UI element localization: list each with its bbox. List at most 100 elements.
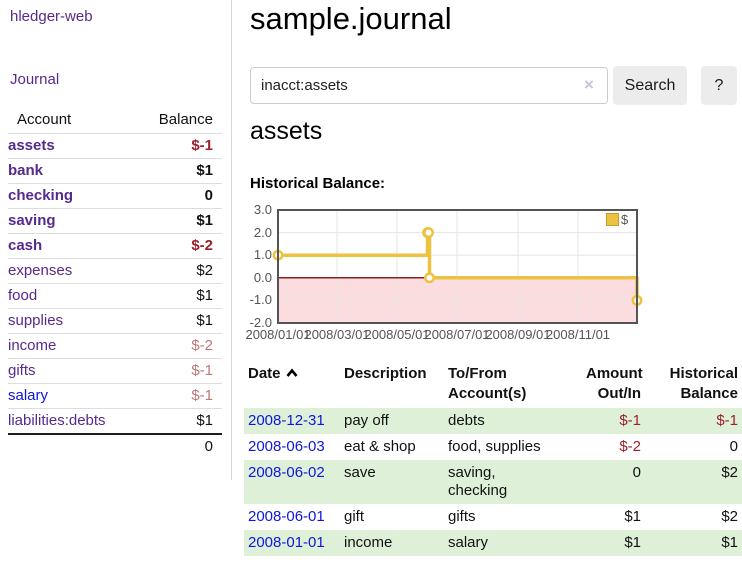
account-row: cash $-2 <box>8 233 222 259</box>
x-tick-label: 2008/09/01 <box>485 327 551 342</box>
account-balance: $-1 <box>130 358 222 384</box>
account-row: gifts $-1 <box>8 358 222 384</box>
account-link-saving[interactable]: saving <box>8 212 56 229</box>
account-link-food[interactable]: food <box>8 287 38 304</box>
help-button[interactable]: ? <box>701 66 737 105</box>
y-tick-label: 0.0 <box>253 269 272 285</box>
col-date[interactable]: Date <box>244 362 340 408</box>
col-tofrom-accounts: To/From Account(s) <box>448 365 527 402</box>
register-row: 2008-01-01 income salary $1 $1 <box>244 530 742 556</box>
sort-ascending-icon <box>285 364 299 384</box>
register-row: 2008-06-03 eat & shop food, supplies $-2 0 <box>244 434 742 460</box>
transaction-description: gift <box>344 508 365 525</box>
account-balance: $-2 <box>130 233 222 259</box>
transaction-amount: $-2 <box>619 438 641 455</box>
y-tick-label: 1.0 <box>253 247 272 263</box>
transaction-balance: $-1 <box>716 412 738 429</box>
x-tick-label: 2008/01/01 <box>245 327 311 342</box>
account-row: salary $-1 <box>8 383 222 409</box>
account-link-salary[interactable]: salary <box>8 387 49 404</box>
account-row: liabilities:debts $1 <box>8 408 222 434</box>
y-tick-label: 3.0 <box>253 202 272 217</box>
data-point[interactable] <box>424 272 435 284</box>
account-balance: $1 <box>130 208 222 234</box>
transaction-date-link[interactable]: 2008-06-03 <box>248 438 325 455</box>
account-row: saving $1 <box>8 208 222 234</box>
accounts-table: Account Balance assets $-1 bank $1 checking 0… <box>8 108 222 459</box>
account-balance: $1 <box>130 158 222 184</box>
register-header-row: Date Description To/From Account(s) Amou… <box>244 362 742 408</box>
account-link-gifts[interactable]: gifts <box>8 362 36 379</box>
historical-balance-chart[interactable]: 3.0 2.0 1.0 0.0 -1.0 -2.0 2008/01/01 2008/03/0… <box>240 200 742 348</box>
register-row: 2008-06-02 save saving, checking 0 $2 <box>244 460 742 504</box>
account-row: income $-2 <box>8 333 222 359</box>
search-input[interactable] <box>250 67 608 104</box>
account-balance: $-1 <box>130 383 222 409</box>
transaction-balance: $2 <box>721 508 738 525</box>
account-link-expenses[interactable]: expenses <box>8 262 73 279</box>
legend-label: $ <box>621 212 629 227</box>
app-title-link[interactable]: hledger-web <box>10 8 93 25</box>
transaction-date-link[interactable]: 2008-06-01 <box>248 508 325 525</box>
account-link-checking[interactable]: checking <box>8 187 74 204</box>
transaction-balance: $1 <box>721 534 738 551</box>
account-row: bank $1 <box>8 158 222 184</box>
transaction-balance: 0 <box>729 438 738 455</box>
transaction-date-link[interactable]: 2008-06-02 <box>248 464 325 481</box>
account-row: checking 0 <box>8 183 222 209</box>
transaction-accounts: gifts <box>448 508 476 525</box>
account-link-liabilities-debts[interactable]: liabilities:debts <box>8 412 106 429</box>
col-description: Description <box>344 365 427 382</box>
x-tick-label: 2008/05/01 <box>364 327 430 342</box>
account-link-supplies[interactable]: supplies <box>8 312 64 329</box>
chart-legend: $ <box>606 212 628 227</box>
x-tick-label: 2008/03/01 <box>304 327 370 342</box>
transaction-amount: $1 <box>624 534 641 551</box>
chart-title: Historical Balance: <box>250 175 386 192</box>
accounts-header-row: Account Balance <box>8 108 222 134</box>
account-link-assets[interactable]: assets <box>8 137 55 154</box>
accounts-col-account: Account <box>8 108 131 134</box>
transaction-accounts: debts <box>448 412 485 429</box>
register-row: 2008-06-01 gift gifts $1 $2 <box>244 504 742 530</box>
account-balance: $1 <box>130 408 222 434</box>
register-row: 2008-12-31 pay off debts $-1 $-1 <box>244 408 742 434</box>
page-title: sample.journal <box>250 1 452 36</box>
plot-frame <box>277 209 638 324</box>
transaction-date-link[interactable]: 2008-01-01 <box>248 534 325 551</box>
transaction-accounts: food, supplies <box>448 438 541 455</box>
transaction-amount: 0 <box>632 464 641 481</box>
accounts-total-value: 0 <box>130 433 222 459</box>
account-row: assets $-1 <box>8 134 222 159</box>
transaction-description: income <box>344 534 393 551</box>
account-row: expenses $2 <box>8 258 222 284</box>
transaction-accounts: salary <box>448 534 489 551</box>
clear-search-icon[interactable]: × <box>584 75 594 94</box>
account-link-bank[interactable]: bank <box>8 162 44 179</box>
x-tick-label: 2008/11/01 <box>545 327 611 342</box>
account-balance: 0 <box>130 183 222 209</box>
transaction-amount: $-1 <box>619 412 641 429</box>
account-balance: $-2 <box>130 333 222 359</box>
account-balance: $-1 <box>191 137 213 154</box>
account-link-cash[interactable]: cash <box>8 237 43 254</box>
accounts-total-row: 0 <box>8 433 222 459</box>
x-tick-label: 2008/07/01 <box>424 327 490 342</box>
sidebar-item-journal[interactable]: Journal <box>10 71 60 88</box>
transaction-date-link[interactable]: 2008-12-31 <box>248 412 325 429</box>
y-tick-label: -2.0 <box>249 315 272 330</box>
y-tick-label: 2.0 <box>253 224 272 240</box>
register-table: Date Description To/From Account(s) Amou… <box>244 362 742 556</box>
search-button[interactable]: Search <box>613 66 687 105</box>
y-tick-label: -1.0 <box>249 292 272 308</box>
account-row: supplies $1 <box>8 308 222 334</box>
account-heading: assets <box>250 117 323 145</box>
data-point[interactable] <box>423 227 434 239</box>
account-row: food $1 <box>8 283 222 309</box>
account-link-income[interactable]: income <box>8 337 57 354</box>
col-historical-balance: Historical Balance <box>669 365 738 402</box>
account-balance: $1 <box>130 308 222 334</box>
transaction-accounts: saving, checking <box>448 464 508 499</box>
chart-canvas <box>272 209 643 324</box>
